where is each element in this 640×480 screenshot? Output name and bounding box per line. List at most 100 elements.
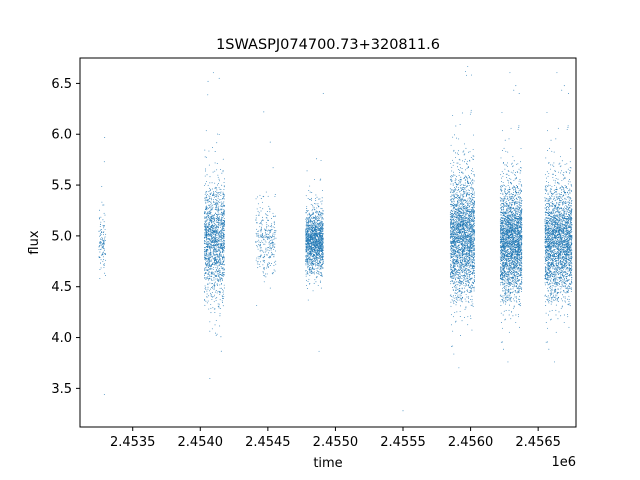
data-point (266, 211, 268, 212)
data-point (209, 196, 211, 198)
data-point (313, 255, 315, 257)
data-point (101, 186, 103, 188)
data-point (313, 251, 315, 253)
data-point (319, 210, 321, 212)
data-point (216, 226, 218, 228)
data-point (208, 195, 210, 197)
data-point (263, 267, 265, 269)
data-point (217, 213, 219, 215)
data-point (463, 259, 465, 261)
data-point (453, 201, 455, 203)
data-point (207, 208, 209, 210)
data-point (216, 232, 218, 234)
data-point (102, 252, 104, 254)
data-point (462, 259, 464, 261)
data-point (207, 261, 209, 263)
data-point (263, 274, 265, 276)
data-point (209, 277, 211, 279)
data-point (219, 277, 221, 279)
data-point (218, 263, 220, 265)
data-point (450, 236, 452, 238)
data-point (222, 296, 223, 298)
data-point (311, 197, 312, 199)
data-point (214, 227, 216, 228)
data-point (310, 238, 311, 240)
data-point (460, 193, 462, 195)
data-point (305, 229, 307, 231)
data-point (307, 214, 309, 216)
data-point (467, 65, 469, 67)
data-point (222, 297, 223, 299)
data-point (307, 280, 309, 282)
data-point (451, 235, 453, 237)
data-point (219, 237, 221, 239)
data-point (450, 177, 452, 179)
data-point (207, 227, 209, 228)
data-point (310, 249, 312, 251)
data-point (222, 197, 224, 199)
data-point (452, 330, 454, 332)
data-point (452, 207, 454, 209)
data-point (210, 265, 212, 267)
data-point (206, 197, 208, 199)
data-point (312, 252, 314, 254)
data-point (307, 248, 309, 250)
data-point (214, 236, 216, 238)
data-point (314, 198, 316, 199)
data-point (211, 241, 213, 243)
data-point (314, 224, 316, 226)
data-point (271, 236, 273, 238)
data-point (313, 223, 315, 225)
data-point (465, 267, 467, 269)
data-point (206, 232, 208, 234)
data-point (319, 228, 321, 230)
data-point (450, 263, 452, 265)
data-point (214, 217, 215, 219)
data-point (217, 239, 219, 241)
data-point (313, 206, 315, 208)
data-point (307, 219, 309, 221)
data-point (209, 222, 210, 223)
data-point (273, 244, 275, 246)
data-point (260, 234, 262, 236)
data-point (222, 191, 224, 193)
data-point (322, 260, 324, 262)
data-point (461, 203, 462, 205)
data-point (471, 253, 473, 255)
data-point (220, 223, 222, 225)
data-point (312, 204, 314, 206)
data-point (207, 231, 209, 233)
data-point (320, 275, 322, 276)
data-point (309, 252, 311, 254)
data-point (102, 204, 104, 206)
data-point (463, 154, 465, 156)
data-point (204, 250, 206, 252)
data-point (468, 219, 470, 221)
data-point (214, 237, 216, 239)
data-point (220, 192, 222, 194)
data-point (305, 257, 307, 259)
data-point (456, 214, 458, 216)
data-point (267, 252, 269, 254)
data-point (465, 285, 466, 287)
data-point (266, 254, 268, 256)
data-point (456, 219, 458, 221)
data-point (213, 236, 214, 238)
data-point (216, 224, 218, 226)
data-point (99, 238, 101, 240)
data-point (456, 215, 458, 217)
data-point (223, 244, 225, 246)
data-point (468, 174, 469, 176)
data-point (220, 247, 221, 249)
data-point (458, 219, 460, 221)
data-point (314, 243, 316, 245)
data-point (206, 238, 208, 240)
data-point (256, 245, 258, 246)
data-point (307, 299, 309, 301)
data-point (224, 264, 225, 266)
data-point (223, 284, 225, 286)
data-point (307, 241, 309, 243)
data-point (318, 224, 320, 226)
data-point (212, 194, 214, 196)
data-point (206, 214, 208, 216)
